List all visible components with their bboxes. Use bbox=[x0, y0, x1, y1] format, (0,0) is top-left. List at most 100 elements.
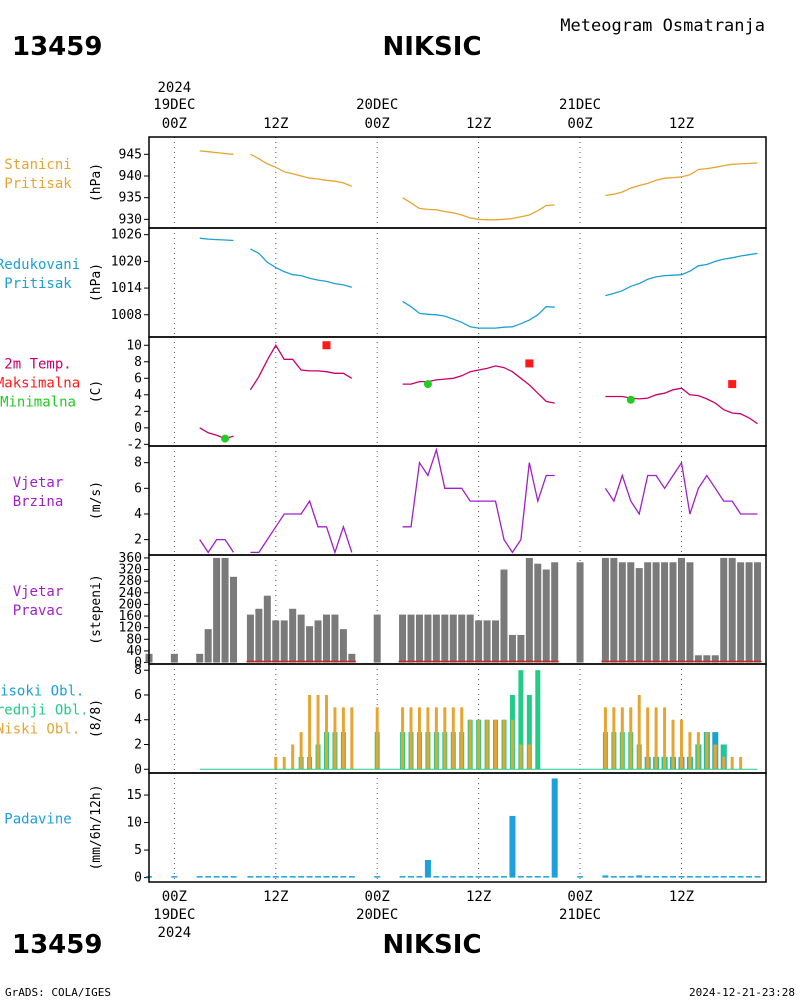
precip-bar bbox=[374, 876, 381, 878]
wind-direction-bar bbox=[703, 655, 711, 663]
wind-direction-bar bbox=[728, 557, 736, 663]
y-tick-label: 120 bbox=[119, 621, 142, 636]
wind-direction-bar bbox=[551, 562, 559, 663]
tmax-marker bbox=[525, 359, 534, 368]
cloud-bar-low bbox=[324, 694, 328, 770]
wind-direction-bar bbox=[694, 655, 702, 663]
wind-direction-bar bbox=[204, 629, 212, 663]
wind-direction-bar bbox=[331, 614, 339, 663]
cloud-bar-low bbox=[739, 756, 743, 770]
wind-direction-bar bbox=[280, 620, 288, 663]
y-tick-label: 0 bbox=[134, 421, 142, 436]
cloud-bar-low bbox=[409, 707, 413, 770]
panel-frame bbox=[148, 445, 767, 556]
chart-panels: 930935940945(hPa)StanicniPritisak1008101… bbox=[0, 136, 767, 886]
series-line bbox=[199, 538, 235, 554]
y-tick-label: 160 bbox=[119, 609, 142, 624]
date-label-bottom: 20DEC bbox=[356, 907, 398, 923]
hour-label-top: 00Z bbox=[162, 116, 187, 132]
cloud-bar-low bbox=[350, 707, 354, 770]
precip-bar bbox=[289, 876, 296, 878]
series-line bbox=[249, 344, 353, 391]
hour-label-top: 00Z bbox=[365, 116, 390, 132]
precip-bar bbox=[754, 876, 761, 878]
panel-label: Stanicni bbox=[4, 157, 71, 173]
precip-bar bbox=[636, 875, 643, 878]
cloud-bar-low bbox=[417, 707, 421, 770]
precip-bar bbox=[729, 876, 736, 878]
wind-direction-bar bbox=[601, 557, 609, 663]
wind-direction-bar bbox=[525, 557, 533, 663]
wind-direction-bar bbox=[424, 614, 432, 663]
cloud-bar-low bbox=[375, 707, 379, 770]
wind-direction-bar bbox=[458, 614, 466, 663]
panel-label: Brzina bbox=[13, 494, 64, 510]
wind-direction-bar bbox=[196, 653, 204, 663]
y-tick-label: 4 bbox=[134, 713, 142, 728]
cloud-bar-low bbox=[671, 719, 675, 770]
precip-bar bbox=[661, 876, 668, 878]
cloud-bar-low bbox=[637, 694, 641, 770]
wind-direction-bar bbox=[644, 562, 652, 663]
tmax-marker bbox=[728, 380, 737, 389]
tmin-marker bbox=[626, 395, 635, 404]
precip-bar bbox=[644, 876, 651, 878]
cloud-bar-low bbox=[502, 719, 506, 770]
cloud-bar-low bbox=[477, 719, 481, 770]
precip-bar bbox=[551, 778, 558, 878]
panel-label: Padavine bbox=[4, 812, 71, 828]
date-label-top: 19DEC bbox=[153, 97, 195, 113]
wind-direction-bar bbox=[314, 620, 322, 663]
panel-cloud-cover: 0 2 4 6 8 (8/8) Visoki Obl. Srednji Obl. Niski O… bbox=[0, 663, 767, 777]
precip-bar bbox=[340, 876, 347, 878]
wind-direction-bar bbox=[399, 614, 407, 663]
panel-label: Maksimalna bbox=[0, 376, 80, 392]
cloud-bar-mid bbox=[526, 694, 532, 770]
precip-bar bbox=[610, 876, 617, 878]
precip-bar bbox=[306, 876, 313, 878]
panel-label: Niski Obl. bbox=[0, 722, 80, 738]
series-line bbox=[402, 300, 555, 329]
y-tick-label: 2 bbox=[134, 404, 142, 419]
wind-direction-bar bbox=[542, 569, 550, 663]
panel-label: 2m Temp. bbox=[4, 357, 71, 373]
footer-station-name: NIKSIC bbox=[382, 930, 481, 960]
hour-label-bottom: 00Z bbox=[365, 889, 390, 905]
cloud-bar-low bbox=[629, 707, 633, 770]
y-tick-label: 1008 bbox=[111, 308, 142, 323]
y-tick-label: 945 bbox=[119, 147, 142, 162]
wind-direction-bar bbox=[475, 620, 483, 663]
hour-label-bottom: 00Z bbox=[567, 889, 592, 905]
y-tick-label: 200 bbox=[119, 597, 142, 612]
cloud-bar-low bbox=[485, 719, 489, 770]
credit-label: GrADS: COLA/IGES bbox=[5, 986, 111, 999]
panel-reduced-pressure: 1008 1014 1020 1026 (hPa) Redukovani Pritisak bbox=[0, 227, 767, 338]
hour-label-bottom: 12Z bbox=[669, 889, 694, 905]
cloud-bar-low bbox=[426, 707, 430, 770]
y-tick-label: 10 bbox=[126, 338, 142, 353]
cloud-bar-mid bbox=[535, 670, 541, 770]
y-tick-label: 1020 bbox=[111, 254, 142, 269]
cloud-bar-low bbox=[612, 707, 616, 770]
precip-bar bbox=[272, 876, 279, 878]
wind-direction-bar bbox=[297, 614, 305, 663]
series-line bbox=[250, 499, 353, 555]
hour-label-top: 12Z bbox=[263, 116, 288, 132]
wind-direction-bar bbox=[483, 620, 491, 663]
cloud-bar-low bbox=[494, 719, 498, 770]
y-tick-label: 10 bbox=[126, 816, 142, 831]
precip-bar bbox=[205, 876, 212, 878]
precip-bar bbox=[441, 876, 448, 878]
y-tick-label: 1026 bbox=[111, 228, 142, 243]
wind-direction-bar bbox=[230, 576, 238, 663]
series-line bbox=[402, 447, 555, 554]
precip-bar bbox=[577, 876, 584, 878]
wind-direction-bar bbox=[246, 614, 254, 663]
cloud-bar-low bbox=[291, 744, 295, 770]
wind-direction-bar bbox=[754, 562, 762, 663]
cloud-bar-low bbox=[308, 694, 312, 770]
cloud-bar-low bbox=[451, 707, 455, 770]
wind-direction-bar bbox=[686, 562, 694, 663]
panel-label: Pravac bbox=[13, 603, 64, 619]
